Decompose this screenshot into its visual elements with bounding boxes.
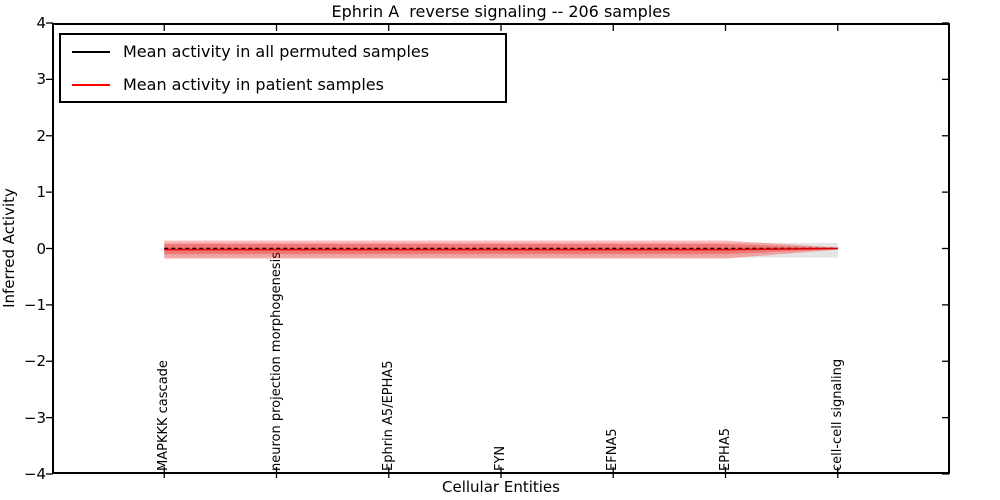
legend-label-patient: Mean activity in patient samples (123, 75, 384, 94)
legend-box: Mean activity in all permuted samples Me… (59, 33, 507, 103)
y-tick-label: −1 (23, 295, 46, 314)
series-line-1 (164, 247, 838, 251)
patient-line-swatch (72, 83, 110, 86)
y-tick-label: 4 (36, 14, 46, 32)
y-tick-label: 0 (36, 239, 46, 258)
y-tick-label: −4 (23, 465, 46, 483)
chart-title: Ephrin A reverse signaling -- 206 sample… (331, 2, 671, 21)
x-axis-label: Cellular Entities (442, 478, 560, 496)
y-tick-label: −2 (23, 352, 46, 371)
permuted-line-swatch (72, 50, 110, 53)
plot-area: MAPKKK cascade neuron projection morphoge… (46, 22, 950, 478)
y-tick-label: 3 (36, 70, 46, 89)
y-tick-label: −3 (23, 408, 46, 427)
plot-svg (46, 22, 950, 478)
y-tick-label: 2 (36, 126, 46, 145)
y-tick-label: 1 (36, 183, 46, 202)
legend-entry-patient: Mean activity in patient samples (61, 68, 505, 101)
legend-label-permuted: Mean activity in all permuted samples (123, 42, 430, 61)
legend-entry-permuted: Mean activity in all permuted samples (61, 35, 505, 68)
